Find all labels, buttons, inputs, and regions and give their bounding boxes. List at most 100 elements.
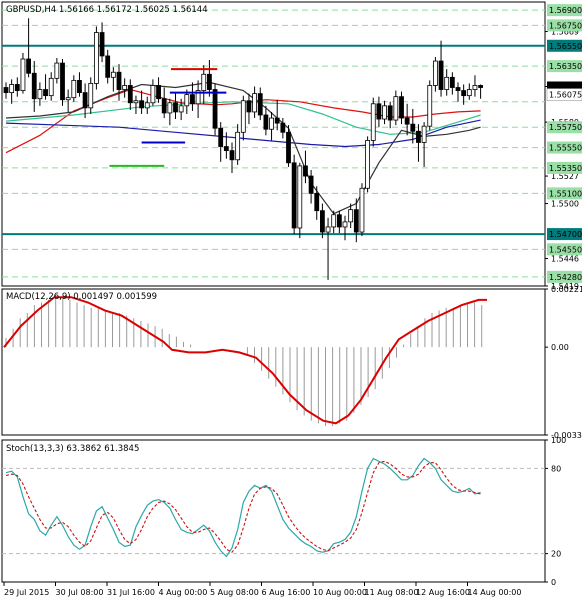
stoch-tick-label: 100: [551, 436, 566, 445]
candle-body: [269, 117, 274, 130]
candle-body: [280, 122, 286, 133]
macd-title: MACD(12,26,9) 0.001497 0.001599: [6, 292, 157, 302]
candle-body: [472, 85, 478, 90]
candle-body: [43, 89, 48, 97]
level-label: 1.55750: [549, 123, 582, 132]
level-label: 1.54550: [549, 245, 582, 254]
candle-body: [416, 130, 421, 143]
time-tick-label: 14 Aug 00:00: [468, 588, 522, 597]
candle-body: [127, 85, 133, 104]
candle-body: [478, 85, 484, 88]
candle-body: [229, 150, 235, 161]
candle-body: [184, 94, 190, 107]
candle-body: [161, 98, 167, 114]
candle-body: [201, 73, 207, 91]
candle-body: [167, 102, 173, 114]
candle-body: [206, 73, 212, 90]
candle-body: [336, 214, 342, 228]
candle-body: [393, 96, 399, 121]
candle-body: [314, 192, 320, 212]
candle-body: [432, 60, 438, 86]
candle-body: [297, 165, 303, 229]
candle-body: [133, 100, 139, 104]
candle-body: [410, 123, 416, 132]
candle-body: [110, 71, 116, 78]
level-label: 1.55350: [549, 164, 582, 173]
candle-body: [77, 79, 82, 93]
candle-body: [308, 175, 314, 194]
level-label-box: [547, 228, 582, 241]
time-axis: 29 Jul 2015 30 Jul 08:00 31 Jul 16:00 4 Aug…: [3, 582, 522, 597]
stoch-tick-label: 0: [551, 578, 556, 587]
candle-body: [99, 32, 105, 57]
candle-body: [399, 96, 404, 119]
candle-body: [461, 90, 467, 97]
candle-body: [88, 83, 94, 109]
candle-body: [173, 102, 178, 113]
candle-body: [139, 100, 145, 109]
level-label-box: [547, 60, 582, 73]
level-label-box: [547, 141, 582, 154]
price-chart-title: GBPUSD,H4 1.56166 1.56172 1.56025 1.5614…: [6, 5, 208, 15]
candle-body: [20, 58, 26, 91]
candle-body: [404, 117, 410, 125]
candle-body: [48, 77, 54, 97]
candle-body: [223, 146, 229, 152]
candle-body: [449, 76, 455, 88]
level-label-box: [547, 270, 582, 283]
level-label-box: [547, 187, 582, 200]
candle-body: [421, 125, 427, 143]
level-label-box: [547, 121, 582, 134]
candle-body: [82, 92, 88, 109]
price-tick-label: 1.5419: [551, 282, 579, 291]
candle-body: [71, 79, 77, 99]
candle-body: [26, 58, 32, 74]
stoch-tick-label: 20: [551, 550, 561, 559]
candle-body: [348, 209, 354, 223]
price-tick-label: 1.5500: [551, 200, 579, 209]
macd-panel[interactable]: 0.002214 0.00 -0.003344 MACD(12,26,9) 0.00…: [1, 285, 582, 440]
candle-body: [263, 114, 269, 130]
level-label: 1.54700: [549, 230, 582, 239]
candle-body: [218, 127, 224, 147]
level-label: 1.56350: [549, 62, 582, 71]
time-tick-label: 5 Aug 08:00: [210, 588, 259, 597]
level-label: 1.56550: [549, 42, 582, 51]
price-panel[interactable]: 1.56691.56151.55801.55271.55001.54461.54…: [1, 1, 582, 291]
stoch-panel[interactable]: 100 80 20 0 Stoch(13,3,3) 63.3862 61.3845: [1, 436, 566, 587]
stoch-tick-label: 80: [551, 464, 561, 473]
macd-tick-label: 0.002214: [551, 285, 582, 294]
time-tick-label: 11 Aug 08:00: [365, 588, 419, 597]
level-label-box: [547, 4, 582, 17]
time-tick-label: 6 Aug 16:00: [262, 588, 311, 597]
candle-body: [240, 100, 246, 133]
candle-body: [235, 131, 241, 161]
candle-body: [376, 103, 382, 120]
price-tick-label: 1.5669: [551, 28, 579, 37]
candle-body: [150, 85, 156, 104]
candle-body: [60, 62, 65, 101]
candle-body: [122, 85, 128, 90]
candle-body: [246, 100, 252, 113]
candle-body: [370, 103, 376, 141]
candle-body: [274, 117, 280, 124]
stoch-main-line: [5, 457, 481, 558]
candle-body: [365, 140, 371, 189]
candle-body: [190, 94, 195, 105]
candle-body: [319, 210, 325, 233]
candle-body: [331, 214, 337, 228]
level-label-box: [547, 243, 582, 256]
candle-body: [353, 209, 359, 233]
stoch-title: Stoch(13,3,3) 63.3862 61.3845: [6, 444, 139, 454]
candle-body: [303, 165, 308, 177]
candle-body: [94, 32, 99, 84]
candle-body: [14, 84, 20, 91]
candle-body: [252, 93, 258, 113]
time-tick-label: 4 Aug 00:00: [159, 588, 208, 597]
time-tick-label: 29 Jul 2015: [4, 588, 49, 597]
level-label: 1.56144: [549, 84, 582, 93]
candle-body: [444, 76, 450, 90]
candle-body: [382, 105, 387, 120]
time-tick-label: 10 Aug 00:00: [313, 588, 367, 597]
